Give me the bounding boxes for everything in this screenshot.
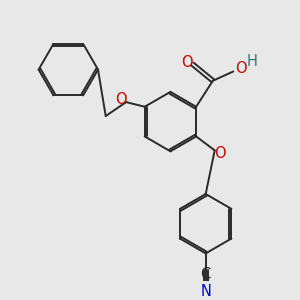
Text: O: O bbox=[214, 146, 226, 161]
Text: H: H bbox=[246, 54, 257, 69]
Text: N: N bbox=[200, 284, 211, 299]
Text: O: O bbox=[115, 92, 126, 107]
Text: C: C bbox=[201, 267, 211, 282]
Text: O: O bbox=[235, 61, 247, 76]
Text: O: O bbox=[181, 55, 193, 70]
